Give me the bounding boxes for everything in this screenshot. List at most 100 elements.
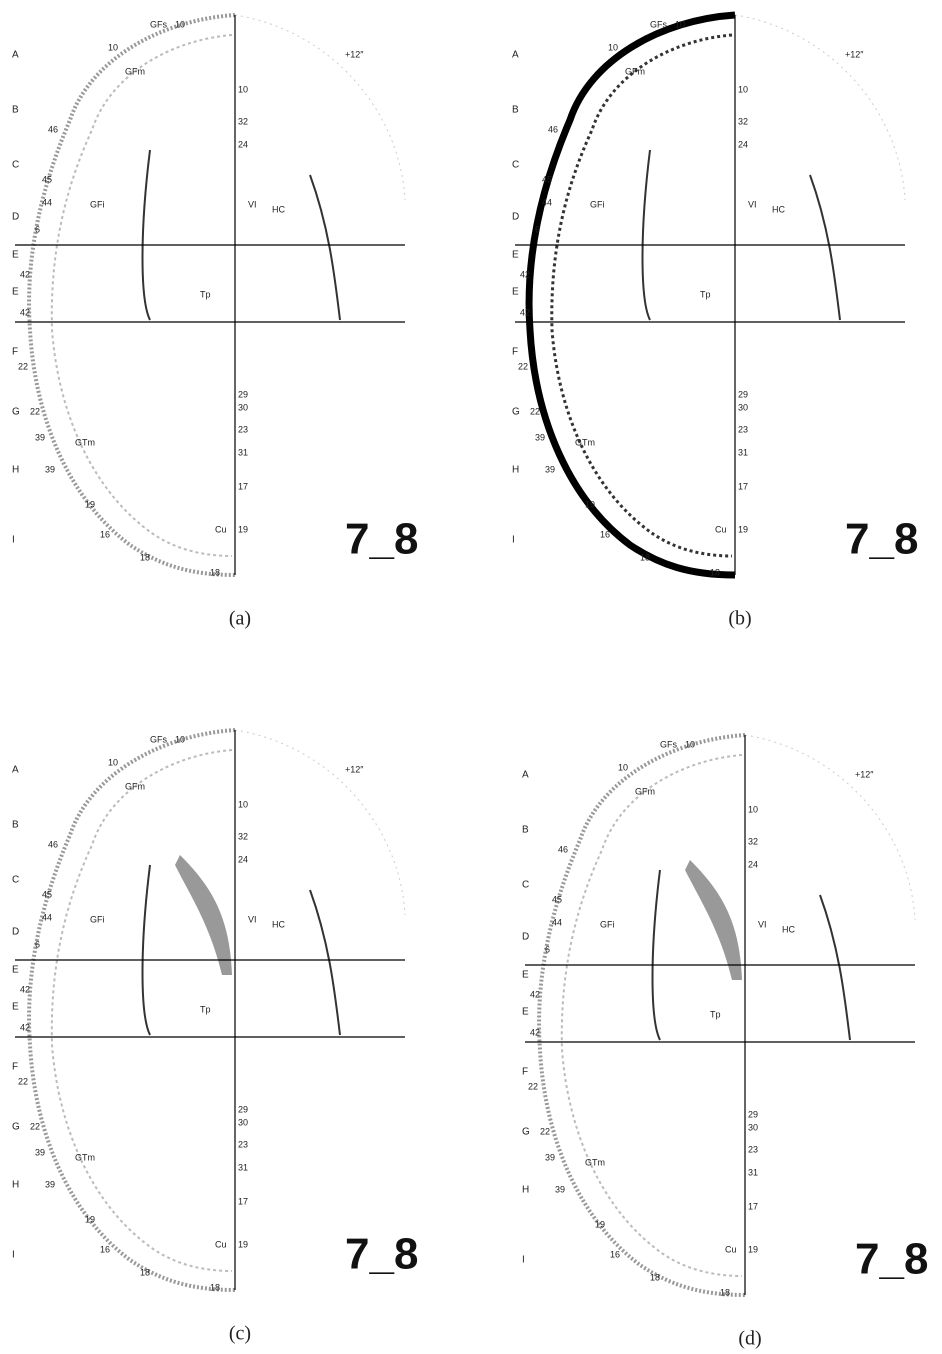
midline-number: 10 <box>748 804 758 814</box>
panel-caption: (d) <box>738 1328 761 1350</box>
area-number: 6 <box>545 944 550 954</box>
midline-number: 29 <box>238 389 248 399</box>
area-number: 42 <box>20 1022 30 1032</box>
area-number: 10 <box>608 42 618 52</box>
area-number: 39 <box>555 1184 565 1194</box>
area-number: 42 <box>20 269 30 279</box>
area-number: 16 <box>610 1249 620 1259</box>
midline-number: 29 <box>748 1109 758 1119</box>
row-letter: D <box>512 212 519 223</box>
ventricle <box>653 870 851 1040</box>
midline-number: 10 <box>238 799 248 809</box>
area-number: 22 <box>30 406 40 416</box>
area-number: 45 <box>42 889 52 899</box>
area-number: 44 <box>42 912 52 922</box>
area-number: 46 <box>558 844 568 854</box>
plate-number: 7_8 <box>345 1230 418 1279</box>
region-label: HC <box>782 924 795 934</box>
row-letter: F <box>512 347 518 358</box>
area-number: 22 <box>18 361 28 371</box>
region-label: Cu <box>725 1244 737 1254</box>
region-label: VI <box>748 199 757 209</box>
row-letter: C <box>522 880 529 891</box>
region-label: GFi <box>600 919 615 929</box>
figure: A B C D E E F G H I 10 10 46 45 44 6 42 42 22 22 39 39 19 16 18 1… <box>0 0 942 1354</box>
region-label: GTm <box>75 437 95 447</box>
row-letter: B <box>12 105 19 116</box>
region-label: Tp <box>200 1004 211 1014</box>
row-letter: H <box>522 1185 529 1196</box>
area-number: 39 <box>545 1152 555 1162</box>
area-number: 42 <box>530 989 540 999</box>
area-number: 18 <box>640 552 650 562</box>
row-letter: G <box>522 1127 530 1138</box>
region-label: Cu <box>715 524 727 534</box>
midline-number: 32 <box>238 831 248 841</box>
region-label: GFs <box>150 19 167 29</box>
row-letter: G <box>512 407 520 418</box>
row-letter: A <box>12 765 19 776</box>
region-label: HC <box>272 919 285 929</box>
row-letter: B <box>12 820 19 831</box>
row-letter: G <box>12 407 20 418</box>
region-label: GFm <box>625 66 645 76</box>
row-letter: E <box>512 250 519 261</box>
plate-number: 7_8 <box>855 1235 928 1284</box>
area-number: 44 <box>542 197 552 207</box>
area-number: 10 <box>175 734 185 744</box>
row-letter: F <box>522 1067 528 1078</box>
area-number: 10 <box>175 19 185 29</box>
row-letter: I <box>512 535 515 546</box>
area-number: 46 <box>548 124 558 134</box>
right-contour <box>735 15 905 200</box>
midline-number: 23 <box>738 424 748 434</box>
area-number: 19 <box>85 499 95 509</box>
area-number: 18 <box>710 567 720 577</box>
area-number: 39 <box>35 1147 45 1157</box>
row-letter: D <box>12 927 19 938</box>
midline-number: 23 <box>748 1144 758 1154</box>
region-label: GTm <box>575 437 595 447</box>
area-number: 18 <box>140 1267 150 1277</box>
region-label: HC <box>772 204 785 214</box>
row-letter: I <box>12 535 15 546</box>
area-number: 16 <box>100 529 110 539</box>
area-number: 6 <box>35 939 40 949</box>
area-number: 22 <box>30 1121 40 1131</box>
area-number: 10 <box>685 739 695 749</box>
row-letter: C <box>12 875 19 886</box>
region-label: Tp <box>700 289 711 299</box>
area-number: 18 <box>720 1287 730 1297</box>
midline-number: 19 <box>238 524 248 534</box>
area-number: 19 <box>85 1214 95 1224</box>
midline-number: 31 <box>238 447 248 457</box>
panel-caption: (c) <box>229 1323 251 1345</box>
region-label: Tp <box>200 289 211 299</box>
region-label: GFm <box>635 786 655 796</box>
midline-number: 17 <box>238 481 248 491</box>
row-letter: E <box>522 1007 529 1018</box>
shaded-region <box>175 855 232 975</box>
midline-number: 24 <box>748 859 758 869</box>
row-letter: H <box>12 465 19 476</box>
row-letter: D <box>522 932 529 943</box>
row-letter: E <box>12 1002 19 1013</box>
area-number: 45 <box>552 894 562 904</box>
row-letter: A <box>12 50 19 61</box>
midline-number: 31 <box>238 1162 248 1172</box>
area-number: 39 <box>45 464 55 474</box>
area-number: 10 <box>108 42 118 52</box>
midline-number: 10 <box>238 84 248 94</box>
region-label: GTm <box>585 1157 605 1167</box>
area-number: 39 <box>35 432 45 442</box>
ventricle <box>143 865 341 1035</box>
midline-number: 32 <box>738 116 748 126</box>
area-number: 6 <box>535 224 540 234</box>
area-number: 42 <box>520 269 530 279</box>
row-letter: H <box>512 465 519 476</box>
region-label: Tp <box>710 1009 721 1019</box>
panel-caption: (a) <box>229 608 251 630</box>
right-contour <box>235 15 405 200</box>
midline-number: 17 <box>748 1201 758 1211</box>
area-number: 22 <box>518 361 528 371</box>
